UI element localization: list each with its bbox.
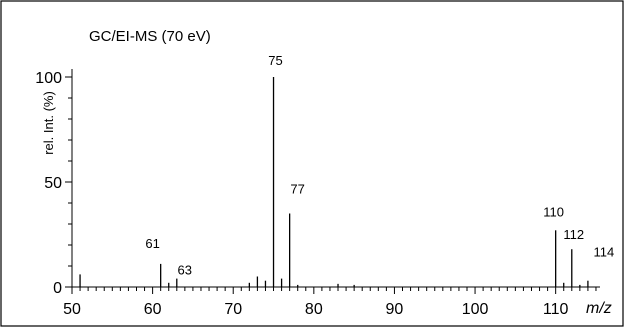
x-axis-label: m/z bbox=[586, 300, 612, 317]
ticks bbox=[65, 76, 597, 294]
peak-label: 63 bbox=[178, 263, 192, 278]
peak-label: 110 bbox=[543, 204, 564, 219]
x-tick-label: 60 bbox=[144, 301, 162, 318]
peak-label: 112 bbox=[563, 227, 584, 242]
x-tick-label: 110 bbox=[543, 301, 569, 318]
y-tick-label: 0 bbox=[53, 280, 62, 297]
peak-label: 114 bbox=[594, 245, 615, 260]
y-tick-label: 50 bbox=[44, 175, 62, 192]
x-tick-label: 50 bbox=[63, 301, 81, 318]
peak-label: 77 bbox=[290, 182, 304, 197]
x-tick-label: 100 bbox=[462, 301, 489, 318]
peak-label: 61 bbox=[145, 236, 159, 251]
x-tick-label: 70 bbox=[224, 301, 242, 318]
y-axis-label: rel. Int. (%) bbox=[41, 91, 56, 155]
peak-label: 75 bbox=[268, 53, 282, 68]
peaks bbox=[79, 77, 589, 287]
axes bbox=[71, 69, 600, 288]
peak-labels: 61 63 75 77 110 112 114 bbox=[145, 53, 614, 278]
chart-title: GC/EI-MS (70 eV) bbox=[89, 28, 211, 45]
y-tick-label: 100 bbox=[35, 70, 62, 87]
x-tick-label: 90 bbox=[386, 301, 404, 318]
x-tick-label: 80 bbox=[305, 301, 323, 318]
